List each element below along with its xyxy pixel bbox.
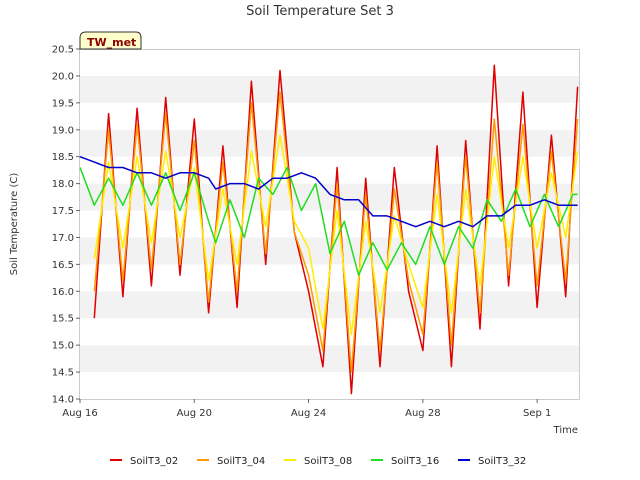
station-badge: TW_met	[79, 31, 142, 50]
grid-band	[80, 372, 580, 399]
legend-label-SoilT3_02: SoilT3_02	[130, 456, 178, 467]
plot-frame	[79, 49, 580, 400]
y-tick-label: 19.0	[52, 125, 74, 136]
y-tick-label: 15.5	[52, 314, 74, 325]
grid-band	[80, 318, 580, 346]
y-tick-label: 15.0	[52, 341, 74, 352]
grid-band	[80, 49, 580, 76]
y-tick-label: 14.5	[52, 368, 74, 379]
y-axis-label: Soil Temperature (C)	[9, 173, 20, 276]
legend-label-SoilT3_16: SoilT3_16	[391, 456, 439, 467]
y-tick-label: 18.0	[52, 179, 74, 190]
y-tick-label: 16.5	[52, 260, 74, 271]
x-tick-label: Aug 28	[405, 408, 440, 419]
legend-label-SoilT3_32: SoilT3_32	[478, 456, 526, 467]
legend-label-SoilT3_08: SoilT3_08	[304, 456, 352, 467]
x-tick-label: Aug 16	[62, 408, 97, 419]
legend-label-SoilT3_04: SoilT3_04	[217, 456, 265, 467]
series-line-SoilT3_08	[93, 134, 579, 336]
grid-band	[80, 102, 580, 130]
grid-band	[80, 75, 580, 103]
grid-band	[80, 345, 580, 373]
chart-title: Soil Temperature Set 3	[246, 4, 394, 19]
x-tick-label: Aug 20	[177, 408, 212, 419]
series-line-SoilT3_32	[79, 155, 578, 228]
x-tick-label: Aug 24	[291, 408, 326, 419]
x-axis-ticks: Aug 16 Aug 20 Aug 24 Aug 28 Sep 1	[62, 399, 551, 419]
y-tick-label: 17.5	[52, 206, 74, 217]
y-tick-label: 16.0	[52, 287, 74, 298]
y-tick-label: 20.0	[52, 71, 74, 82]
station-badge-label: TW_met	[87, 36, 136, 49]
x-tick-label: Sep 1	[523, 408, 551, 419]
grid-band	[80, 156, 580, 184]
y-tick-label: 17.0	[52, 233, 74, 244]
y-tick-label: 18.5	[52, 152, 74, 163]
y-tick-label: 19.5	[52, 98, 74, 109]
legend: SoilT3_02 SoilT3_04 SoilT3_08 SoilT3_16 Soil…	[110, 456, 526, 467]
y-axis-ticks: 14.0 14.5 15.0 15.5 16.0 16.5 17.0 17.5 18.0 18.5…	[52, 45, 80, 406]
y-tick-label: 20.5	[52, 45, 74, 56]
series-lines	[79, 64, 579, 395]
grid-band	[80, 129, 580, 157]
y-tick-label: 14.0	[52, 395, 74, 406]
grid-band	[80, 183, 580, 211]
series-line-SoilT3_04	[93, 91, 579, 373]
x-axis-label: Time	[553, 425, 578, 436]
series-line-SoilT3_16	[79, 166, 578, 276]
grid-band	[80, 291, 580, 319]
